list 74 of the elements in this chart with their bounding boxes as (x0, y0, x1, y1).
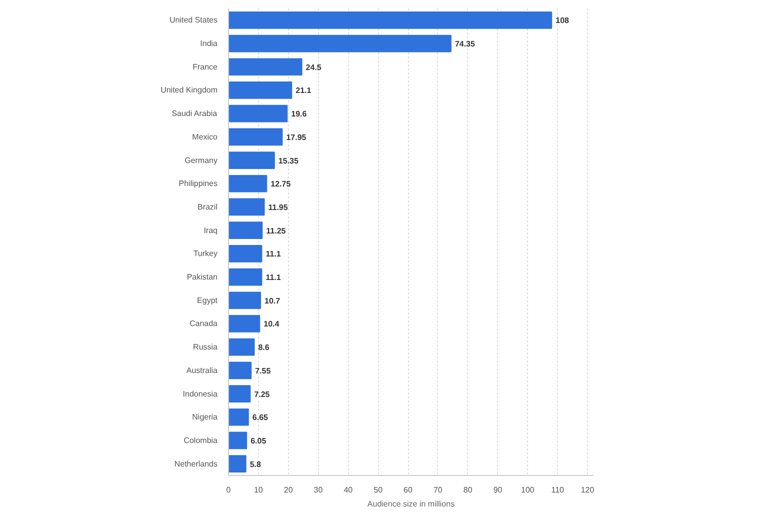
y-tick-label: Iraq (204, 226, 218, 235)
data-label: 7.55 (255, 366, 272, 376)
data-label: 11.25 (266, 226, 286, 236)
x-tick-label: 40 (344, 486, 354, 494)
data-label: 7.25 (254, 390, 270, 399)
y-tick-label: Pakistan (186, 272, 218, 282)
data-label: 10.7 (264, 296, 281, 306)
data-label: 11.1 (266, 250, 282, 259)
x-tick-label: 70 (433, 486, 443, 494)
data-label: 8.6 (258, 343, 270, 352)
data-label: 24.5 (306, 62, 322, 72)
bar (228, 338, 255, 356)
data-label: 5.8 (250, 460, 262, 469)
y-tick-label: United Kingdom (160, 86, 218, 95)
bar (228, 128, 283, 146)
x-tick-label: 20 (284, 486, 294, 494)
y-tick-label: Philippines (178, 179, 218, 188)
y-tick-label: Germany (184, 156, 218, 165)
data-label: 19.6 (291, 110, 308, 119)
bar (228, 268, 262, 286)
y-tick-label: Mexico (192, 132, 218, 142)
data-label: 10.4 (264, 320, 280, 329)
bar (228, 104, 288, 122)
y-tick-label: Brazil (197, 202, 218, 212)
bar (228, 174, 268, 192)
bar (228, 362, 252, 380)
y-tick-label: France (192, 62, 218, 72)
bar (228, 245, 262, 262)
y-tick-label: Saudi Arabia (172, 109, 218, 118)
x-tick-label: 120 (580, 486, 595, 494)
data-label: 11.95 (268, 202, 288, 212)
data-label: 12.75 (270, 180, 292, 189)
bar (228, 292, 262, 310)
x-tick-label: 60 (404, 486, 414, 494)
y-tick-label: Egypt (197, 296, 218, 305)
x-tick-label: 80 (463, 486, 473, 494)
bar (228, 34, 452, 52)
x-axis-title: Audience size in millions (367, 500, 455, 508)
bar (228, 315, 260, 332)
data-label: 21.1 (296, 86, 312, 96)
y-tick-label: United States (169, 16, 218, 25)
y-tick-label: India (200, 39, 218, 48)
y-tick-label: Turkey (193, 249, 218, 258)
x-tick-label: 10 (254, 486, 264, 494)
y-tick-label: Colombia (184, 436, 218, 445)
bar (228, 408, 249, 426)
x-tick-label: 50 (374, 486, 384, 494)
data-label: 6.65 (252, 413, 269, 422)
bar (228, 432, 248, 450)
x-tick-label: 110 (551, 486, 565, 494)
y-tick-label: Russia (193, 342, 218, 352)
x-tick-label: 100 (521, 486, 535, 494)
x-tick-label: 90 (493, 486, 503, 494)
x-tick-label: 30 (314, 486, 324, 494)
data-label: 6.05 (250, 436, 267, 446)
bar (228, 12, 552, 29)
bar (228, 152, 275, 169)
y-tick-label: Nigeria (192, 412, 218, 422)
bar (228, 385, 251, 402)
data-label: 108 (556, 16, 570, 26)
y-tick-label: Australia (186, 366, 218, 375)
y-tick-label: Indonesia (182, 389, 218, 398)
data-label: 74.35 (454, 40, 476, 49)
bar (228, 82, 292, 99)
y-tick-label: Canada (189, 319, 218, 328)
data-label: 15.35 (278, 156, 299, 166)
y-tick-label: Netherlands (174, 459, 218, 468)
bar (228, 58, 302, 76)
bar (228, 455, 246, 472)
x-tick-label: 0 (226, 486, 232, 494)
bar (228, 222, 263, 239)
data-label: 17.95 (286, 132, 307, 142)
bar (228, 198, 265, 216)
data-label: 11.1 (266, 273, 282, 282)
